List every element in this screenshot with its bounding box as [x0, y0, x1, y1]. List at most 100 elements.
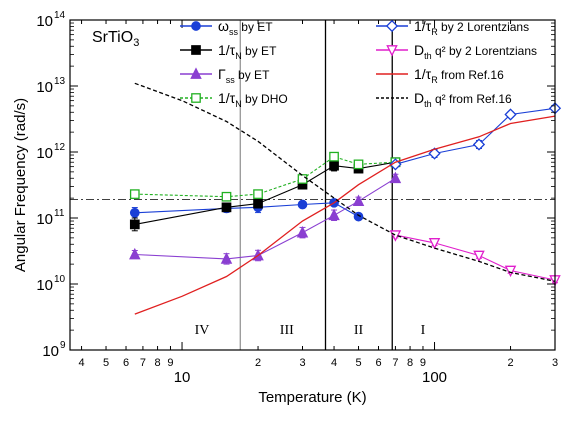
- legend-symbol: 1/τ: [414, 18, 432, 34]
- x-minor-tick-label: 5: [103, 357, 109, 369]
- legend-text: by ET: [235, 68, 270, 82]
- data-point: [472, 138, 486, 151]
- x-minor-tick-label: 4: [78, 357, 84, 369]
- region-label: IV: [195, 323, 210, 338]
- region-label: II: [354, 323, 364, 338]
- x-major-tick-label: 10: [174, 369, 191, 386]
- data-point: [353, 159, 364, 170]
- x-minor-tick-label: 6: [375, 357, 381, 369]
- series-layer: [129, 82, 562, 315]
- legend-swatch-marker: [191, 45, 201, 55]
- legend-item: ωss by ET: [180, 18, 273, 37]
- y-axis-label: Angular Frequency (rad/s): [12, 98, 29, 272]
- region-label: I: [421, 323, 426, 338]
- data-point: [253, 189, 263, 199]
- x-minor-tick-label: 8: [155, 357, 161, 369]
- material-label: SrTiO3: [92, 29, 139, 49]
- x-axis-label: Temperature (K): [258, 389, 366, 406]
- data-point: [220, 252, 233, 264]
- data-point: [221, 191, 232, 202]
- legend-text: by 2 Lorentzians: [438, 20, 529, 34]
- legend-label: Dth q² by 2 Lorentzians: [414, 42, 537, 61]
- legend-subscript: R: [431, 75, 438, 85]
- x-minor-tick-label: 8: [407, 357, 413, 369]
- legend-item: Dth q² from Ref.16: [376, 90, 512, 109]
- data-point: [504, 108, 517, 121]
- legend-item: 1/τR by 2 Lorentzians: [376, 18, 529, 37]
- data-point: [129, 189, 140, 199]
- legend-label: ωss by ET: [218, 18, 273, 37]
- y-tick-exponent: 10: [54, 274, 66, 285]
- region-layer: IV III II I: [70, 20, 555, 350]
- legend-symbol: 1/τ: [218, 42, 236, 58]
- legend-item: 1/τN by ET: [180, 42, 277, 61]
- legend-swatch-marker: [190, 67, 202, 79]
- y-tick-exponent: 11: [54, 208, 65, 219]
- legend-label: Dth q² from Ref.16: [414, 90, 512, 109]
- legend-swatch-marker: [386, 45, 398, 57]
- legend-subscript: R: [431, 27, 438, 37]
- x-minor-tick-label: 2: [255, 357, 261, 369]
- data-point: [389, 171, 402, 184]
- legend-label: Γss by ET: [218, 66, 270, 85]
- data-point: [352, 194, 365, 207]
- legend-item: 1/τN by DHO: [180, 90, 288, 109]
- series-2: [129, 171, 402, 265]
- data-point: [329, 151, 339, 162]
- x-minor-tick-label: 9: [420, 357, 426, 369]
- series-line: [134, 115, 556, 315]
- legend-subscript: N: [235, 51, 242, 61]
- series-6: [134, 115, 556, 315]
- legend-item: Dth q² by 2 Lorentzians: [376, 42, 537, 61]
- data-point: [297, 174, 308, 184]
- legend-item: Γss by ET: [180, 66, 270, 85]
- legend-symbol: ω: [218, 18, 229, 34]
- y-tick-exponent: 13: [54, 76, 66, 87]
- data-point: [221, 202, 232, 213]
- legend-text: q² from Ref.16: [432, 92, 512, 106]
- x-minor-tick-label: 3: [552, 357, 558, 369]
- x-minor-tick-label: 7: [140, 357, 146, 369]
- legend-swatch-marker: [191, 93, 201, 103]
- y-tick-label: 10: [36, 13, 53, 30]
- legend-text: by DHO: [242, 92, 288, 106]
- legend-symbol: 1/τ: [218, 90, 236, 106]
- legend-subscript: th: [424, 51, 432, 61]
- legend-text: from Ref.16: [438, 68, 504, 82]
- legend-text: by ET: [242, 44, 277, 58]
- data-point: [129, 207, 140, 218]
- x-minor-tick-label: 4: [331, 357, 337, 369]
- y-tick-exponent: 9: [60, 340, 66, 351]
- legend-label: 1/τR by 2 Lorentzians: [414, 18, 529, 37]
- data-point: [504, 265, 517, 278]
- data-point: [428, 147, 441, 160]
- data-point: [428, 238, 441, 250]
- y-tick-label: 10: [42, 343, 59, 360]
- data-point: [329, 160, 339, 171]
- data-point: [297, 199, 308, 210]
- x-minor-tick-label: 7: [392, 357, 398, 369]
- data-point: [296, 225, 309, 238]
- data-point: [328, 208, 340, 221]
- legend-subscript: ss: [229, 27, 239, 37]
- y-tick-label: 10: [36, 277, 53, 294]
- y-tick-exponent: 14: [54, 10, 66, 21]
- data-point: [389, 158, 402, 171]
- data-point: [473, 250, 485, 263]
- data-point: [253, 198, 263, 209]
- legend-swatch-marker: [385, 19, 399, 33]
- legend-label: 1/τR from Ref.16: [414, 66, 504, 85]
- legend-text: q² by 2 Lorentzians: [432, 44, 537, 58]
- x-minor-tick-label: 2: [507, 357, 513, 369]
- series-7: [134, 82, 556, 282]
- data-point: [129, 219, 140, 230]
- legend-item: 1/τR from Ref.16: [376, 66, 504, 85]
- legend-symbol: D: [414, 90, 424, 106]
- y-tick-label: 10: [36, 145, 53, 162]
- y-tick-label: 10: [36, 211, 53, 228]
- legend-label: 1/τN by ET: [218, 42, 277, 61]
